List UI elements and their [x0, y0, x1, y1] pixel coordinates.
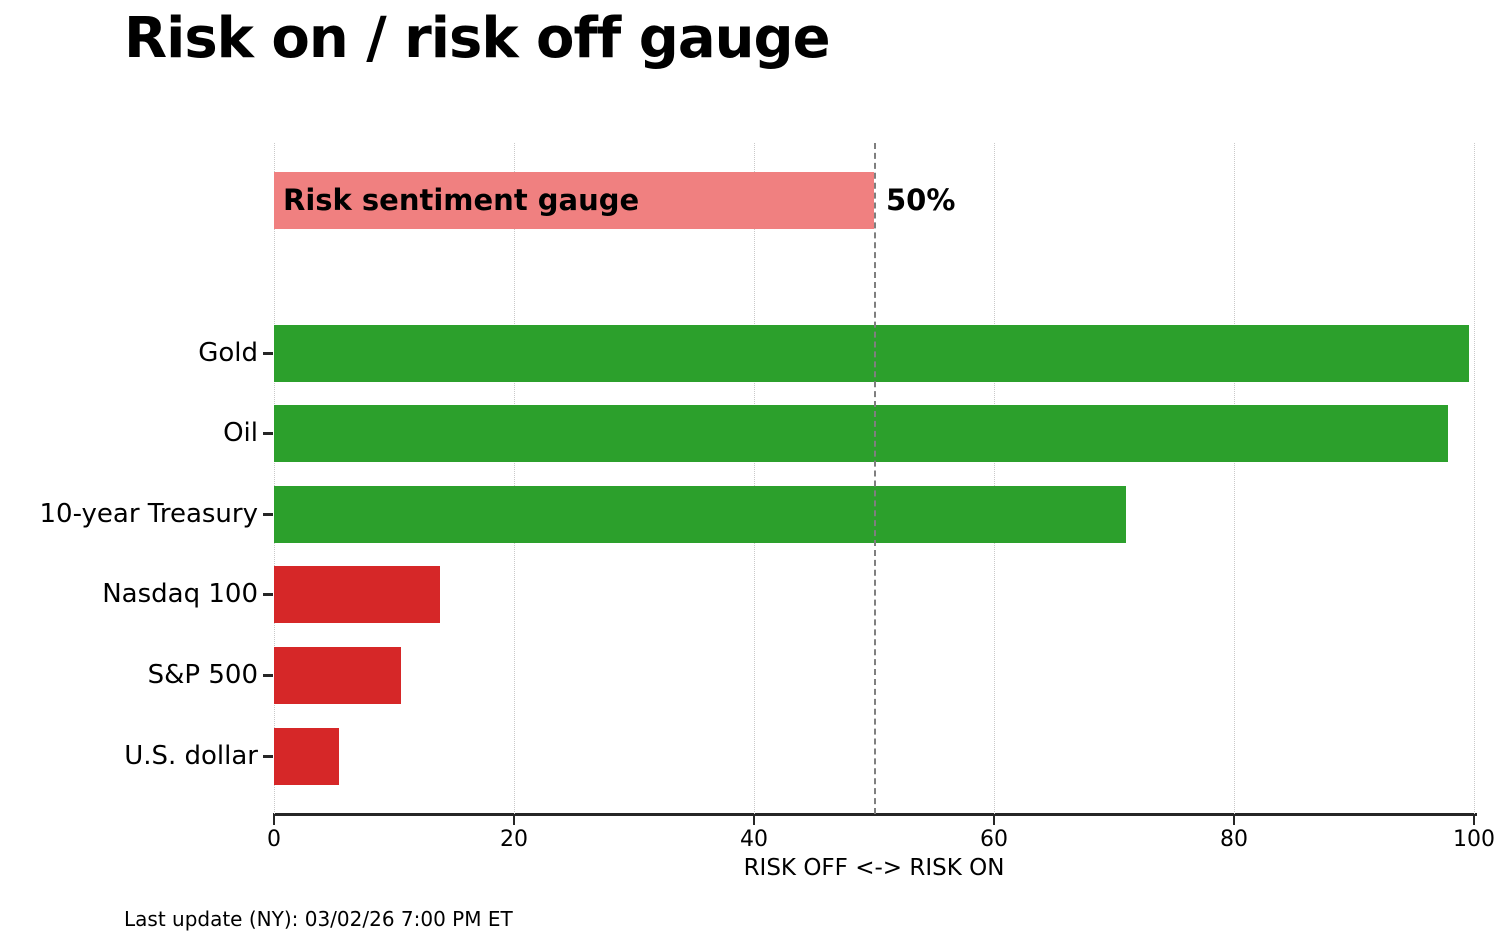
- x-axis-spine: [273, 813, 1477, 816]
- y-label-10-year-treasury: 10-year Treasury: [39, 498, 259, 529]
- y-tick-s-p-500: [263, 673, 273, 677]
- x-tick-0: [273, 816, 275, 825]
- y-label-oil: Oil: [223, 418, 258, 449]
- gridline-40: [754, 143, 755, 814]
- x-tick-60: [993, 816, 995, 825]
- bar-nasdaq-100: [274, 566, 440, 624]
- x-axis-label: RISK OFF <-> RISK ON: [743, 855, 1005, 881]
- y-label-gold: Gold: [198, 337, 258, 368]
- y-tick-gold: [263, 351, 273, 355]
- bar-10-year-treasury: [274, 485, 1126, 543]
- x-tick-20: [513, 816, 515, 825]
- gauge-bar: Risk sentiment gauge: [274, 172, 874, 229]
- y-label-u-s-dollar: U.S. dollar: [124, 740, 258, 771]
- last-update-note: Last update (NY): 03/02/26 7:00 PM ET: [124, 907, 513, 931]
- plot-area: Risk sentiment gauge 50%: [274, 143, 1475, 814]
- bar-gold: [274, 324, 1470, 382]
- x-tick-label-0: 0: [267, 827, 281, 852]
- x-tick-label-20: 20: [500, 827, 528, 852]
- bar-oil: [274, 405, 1448, 463]
- y-tick-10-year-treasury: [263, 512, 273, 516]
- x-tick-label-100: 100: [1453, 827, 1495, 852]
- y-tick-u-s-dollar: [263, 754, 273, 758]
- y-tick-oil: [263, 432, 273, 436]
- gridline-60: [994, 143, 995, 814]
- gridline-80: [1234, 143, 1235, 814]
- y-label-nasdaq-100: Nasdaq 100: [102, 579, 258, 610]
- chart-title: Risk on / risk off gauge: [124, 6, 831, 71]
- x-tick-80: [1233, 816, 1235, 825]
- gridline-100: [1474, 143, 1475, 814]
- gridline-20: [514, 143, 515, 814]
- gridline-0: [274, 143, 275, 814]
- bar-u-s-dollar: [274, 727, 339, 785]
- y-label-s-p-500: S&P 500: [147, 659, 258, 690]
- x-tick-label-60: 60: [980, 827, 1008, 852]
- x-tick-label-40: 40: [740, 827, 768, 852]
- gauge-value-label: 50%: [886, 183, 956, 217]
- x-tick-40: [753, 816, 755, 825]
- x-tick-100: [1473, 816, 1475, 825]
- y-tick-nasdaq-100: [263, 593, 273, 597]
- gauge-bar-label: Risk sentiment gauge: [283, 183, 640, 217]
- x-tick-label-80: 80: [1220, 827, 1248, 852]
- bar-s-p-500: [274, 646, 402, 704]
- reference-line-50: [874, 143, 876, 814]
